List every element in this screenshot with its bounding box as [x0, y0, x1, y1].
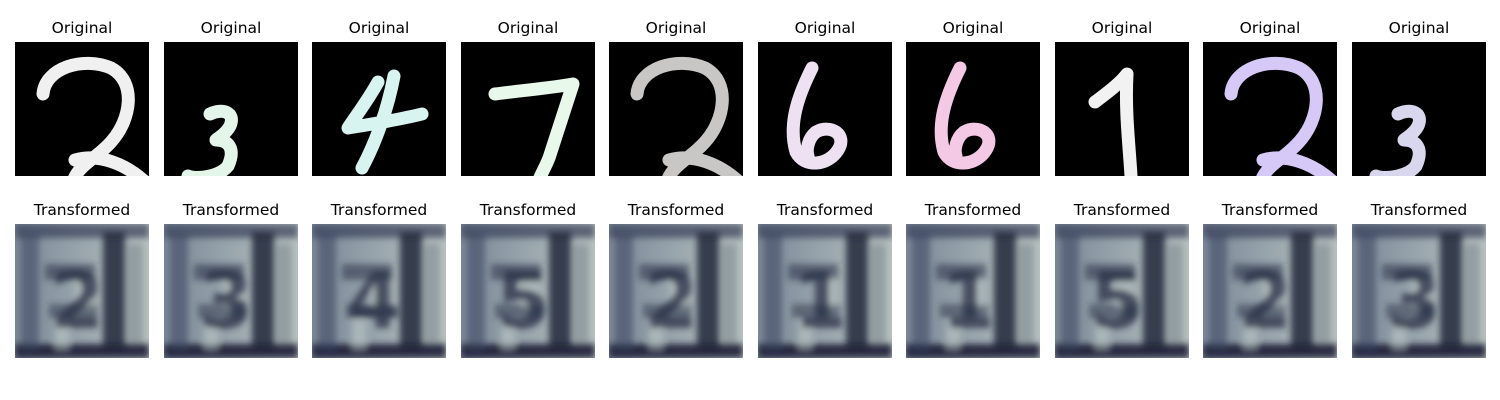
transformed-digit-image: 2 [609, 224, 743, 358]
original-digit-image [758, 42, 892, 176]
original-digit-image [15, 42, 149, 176]
transformed-title: Transformed [182, 201, 280, 219]
svg-text:2: 2 [1238, 257, 1292, 347]
transformed-digit-image: 4 [312, 224, 446, 358]
transformed-title: Transformed [627, 201, 725, 219]
svg-text:2: 2 [644, 257, 698, 347]
transformed-title: Transformed [479, 201, 577, 219]
original-digit-image [906, 42, 1040, 176]
original-digit-image [164, 42, 298, 176]
original-title: Original [942, 19, 1004, 37]
svg-text:3: 3 [1387, 257, 1441, 347]
transformed-digit-image: 5 [1055, 224, 1189, 358]
transformed-digit-image: 1 [758, 224, 892, 358]
transformed-title: Transformed [1370, 201, 1468, 219]
original-digit-image [609, 42, 743, 176]
transformed-title: Transformed [330, 201, 428, 219]
svg-text:1: 1 [941, 257, 995, 347]
transformed-title: Transformed [33, 201, 131, 219]
transformed-title: Transformed [1073, 201, 1171, 219]
original-digit-image [1352, 42, 1486, 176]
svg-text:5: 5 [496, 257, 550, 347]
transformed-digit-image: 1 [906, 224, 1040, 358]
transformed-title: Transformed [1221, 201, 1319, 219]
original-title: Original [200, 19, 262, 37]
original-title: Original [51, 19, 113, 37]
original-title: Original [645, 19, 707, 37]
transformed-digit-image: 2 [1203, 224, 1337, 358]
original-title: Original [1388, 19, 1450, 37]
original-title: Original [348, 19, 410, 37]
original-digit-image [1055, 42, 1189, 176]
original-digit-image [1203, 42, 1337, 176]
transformed-digit-image: 2 [15, 224, 149, 358]
svg-text:1: 1 [793, 257, 847, 347]
transformed-title: Transformed [776, 201, 874, 219]
original-title: Original [1091, 19, 1153, 37]
original-digit-image [461, 42, 595, 176]
svg-text:2: 2 [50, 257, 104, 347]
original-title: Original [794, 19, 856, 37]
original-title: Original [497, 19, 559, 37]
transformed-title: Transformed [924, 201, 1022, 219]
transformed-digit-image: 3 [1352, 224, 1486, 358]
transformed-digit-image: 3 [164, 224, 298, 358]
original-title: Original [1239, 19, 1301, 37]
svg-text:3: 3 [199, 257, 253, 347]
original-digit-image [312, 42, 446, 176]
transformed-digit-image: 5 [461, 224, 595, 358]
svg-text:4: 4 [347, 257, 401, 347]
svg-text:5: 5 [1090, 257, 1144, 347]
